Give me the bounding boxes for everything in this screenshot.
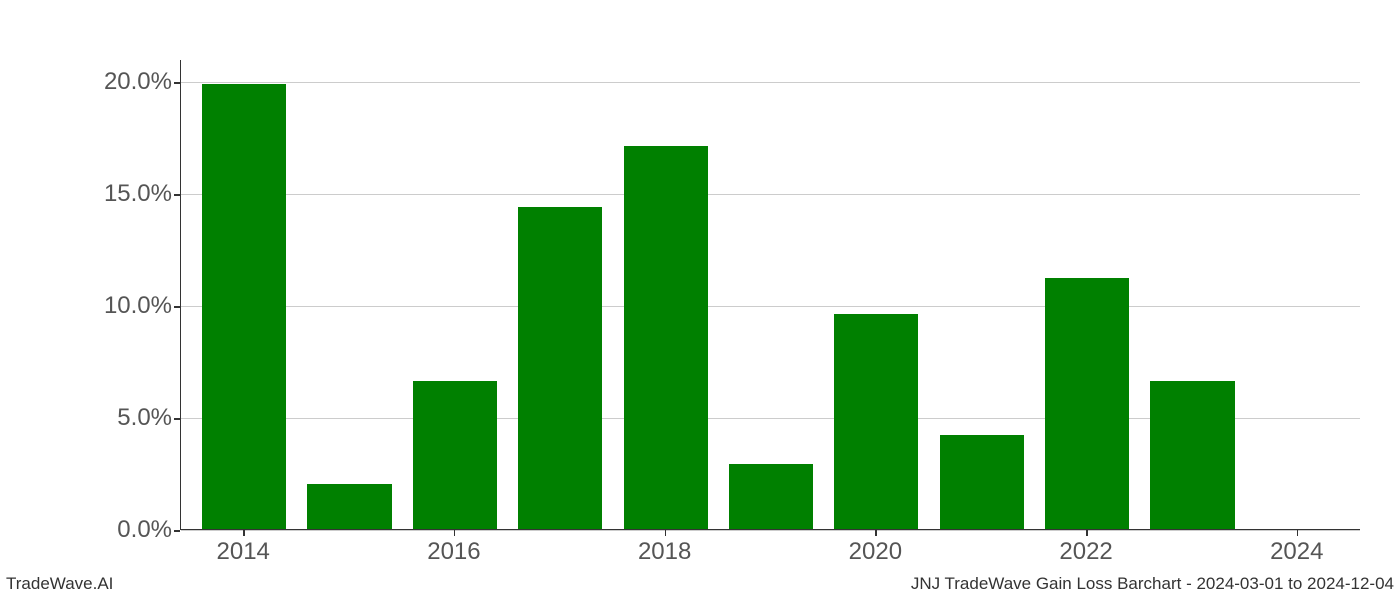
x-tick-label: 2014: [217, 538, 270, 566]
bar: [518, 207, 602, 529]
footer-right-text: JNJ TradeWave Gain Loss Barchart - 2024-…: [911, 574, 1394, 594]
bar: [940, 435, 1024, 529]
bar: [413, 381, 497, 529]
bar: [1150, 381, 1234, 529]
x-tick-mark: [665, 530, 667, 536]
y-tick-mark: [174, 530, 180, 532]
x-tick-mark: [875, 530, 877, 536]
bar: [624, 146, 708, 529]
y-tick-mark: [174, 194, 180, 196]
y-tick-label: 5.0%: [72, 404, 172, 432]
y-tick-mark: [174, 82, 180, 84]
plot-area: [180, 60, 1360, 530]
y-tick-mark: [174, 306, 180, 308]
bar: [1045, 278, 1129, 529]
bar: [307, 484, 391, 529]
y-tick-label: 0.0%: [72, 516, 172, 544]
grid-line: [181, 82, 1360, 83]
x-tick-label: 2024: [1270, 538, 1323, 566]
footer-left-text: TradeWave.AI: [6, 574, 113, 594]
x-tick-mark: [1297, 530, 1299, 536]
y-tick-label: 15.0%: [72, 180, 172, 208]
x-tick-mark: [454, 530, 456, 536]
x-tick-mark: [1086, 530, 1088, 536]
bar: [834, 314, 918, 529]
chart-container: 0.0% 5.0% 10.0% 15.0% 20.0% 2014 2016 2018 2020 2…: [0, 0, 1400, 600]
grid-line: [181, 530, 1360, 531]
x-tick-label: 2018: [638, 538, 691, 566]
x-tick-label: 2020: [849, 538, 902, 566]
x-tick-label: 2016: [427, 538, 480, 566]
x-tick-label: 2022: [1059, 538, 1112, 566]
x-tick-mark: [243, 530, 245, 536]
y-tick-label: 10.0%: [72, 292, 172, 320]
bar: [202, 84, 286, 529]
grid-line: [181, 306, 1360, 307]
grid-line: [181, 194, 1360, 195]
y-tick-mark: [174, 418, 180, 420]
bar: [729, 464, 813, 529]
y-tick-label: 20.0%: [72, 68, 172, 96]
